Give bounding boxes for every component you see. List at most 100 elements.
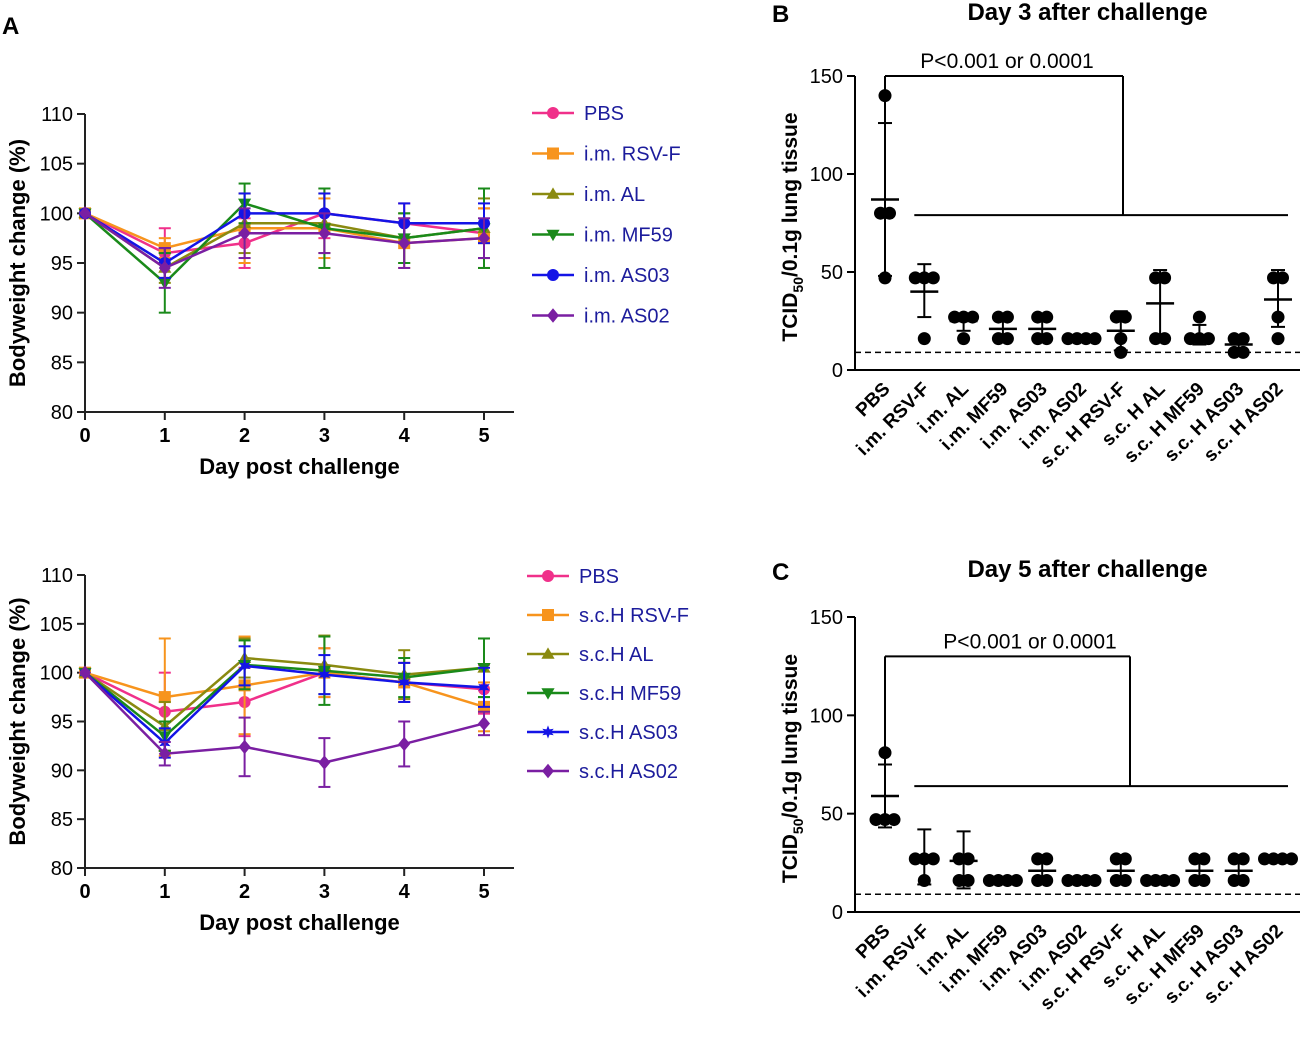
legend-label: s.c.H MF59 bbox=[579, 683, 681, 705]
significance-bracket: P<0.001 or 0.0001 bbox=[884, 50, 1288, 217]
group-1 bbox=[871, 89, 899, 285]
data-point bbox=[878, 271, 892, 285]
group-5 bbox=[1028, 852, 1057, 888]
data-point bbox=[478, 230, 490, 246]
data-point bbox=[1109, 874, 1123, 888]
group-7 bbox=[1106, 310, 1135, 359]
data-point bbox=[1188, 874, 1202, 888]
data-point bbox=[318, 226, 331, 241]
data-point bbox=[1118, 310, 1132, 324]
data-point bbox=[238, 659, 251, 673]
data-point bbox=[158, 746, 171, 761]
data-point bbox=[1114, 332, 1128, 346]
data-point bbox=[158, 691, 171, 704]
series-line bbox=[84, 212, 485, 270]
x-tick-label: 2 bbox=[239, 881, 250, 903]
data-point bbox=[1197, 874, 1211, 888]
y-tick-label: 100 bbox=[810, 705, 843, 727]
group-8 bbox=[1140, 874, 1181, 888]
y-axis-title-suffix: /0.1g lung tissue bbox=[779, 112, 802, 277]
legend-label: i.m. AL bbox=[584, 184, 645, 206]
data-point bbox=[1271, 332, 1285, 346]
group-6 bbox=[1061, 332, 1102, 346]
data-point bbox=[1031, 852, 1045, 866]
series-line bbox=[84, 671, 485, 709]
chart-bodyweight-sc: 80 85 90 95 100 105 110 0 1 2 3 4 5 Day post challeng… bbox=[5, 565, 689, 935]
group-4 bbox=[988, 310, 1017, 346]
y-tick-label: 85 bbox=[51, 352, 73, 374]
data-point bbox=[1227, 874, 1241, 888]
chart-tcid50-day5: Day 5 after challenge050100150TCID50/0.1… bbox=[779, 556, 1300, 1015]
data-point bbox=[869, 813, 883, 827]
series-pbs bbox=[79, 647, 490, 752]
series-s-c-h-al bbox=[78, 634, 491, 752]
legend-label: s.c.H AS03 bbox=[579, 722, 678, 744]
y-tick-label: 90 bbox=[51, 760, 73, 782]
data-point bbox=[1031, 874, 1045, 888]
x-tick-label: 4 bbox=[399, 881, 411, 903]
group-6 bbox=[1061, 874, 1102, 888]
data-point bbox=[1000, 310, 1014, 324]
data-point bbox=[1236, 874, 1250, 888]
legend-marker bbox=[542, 763, 554, 779]
y-axis-title-subscript: 50 bbox=[790, 818, 806, 834]
data-point bbox=[952, 852, 966, 866]
group-7 bbox=[1106, 852, 1135, 888]
data-point bbox=[79, 206, 91, 221]
data-point bbox=[917, 332, 931, 346]
series-line bbox=[84, 663, 485, 738]
legend-marker bbox=[542, 725, 554, 739]
data-point bbox=[79, 665, 91, 680]
data-point bbox=[961, 852, 975, 866]
legend-label: s.c.H RSV-F bbox=[579, 605, 689, 627]
y-tick-label: 105 bbox=[40, 614, 73, 636]
data-point bbox=[1227, 332, 1241, 346]
y-axis-title-prefix: TCID bbox=[779, 293, 802, 342]
legend-marker bbox=[542, 609, 554, 621]
x-tick-label: 0 bbox=[79, 881, 90, 903]
data-point bbox=[398, 736, 411, 752]
data-point bbox=[908, 852, 922, 866]
data-point bbox=[1149, 332, 1163, 346]
y-tick-label: 110 bbox=[41, 104, 73, 126]
group-4 bbox=[982, 874, 1023, 888]
legend-label: i.m. AS03 bbox=[584, 265, 670, 287]
group-5 bbox=[1028, 310, 1057, 346]
data-point bbox=[1040, 874, 1054, 888]
legend-label: PBS bbox=[584, 103, 624, 125]
legend-marker bbox=[541, 647, 555, 659]
data-point bbox=[878, 813, 892, 827]
legend-label: s.c.H AS02 bbox=[579, 761, 678, 783]
series-line bbox=[84, 201, 485, 285]
data-point bbox=[926, 271, 940, 285]
data-point bbox=[1040, 332, 1054, 346]
data-point bbox=[1040, 852, 1054, 866]
group-11 bbox=[1264, 269, 1292, 346]
data-point bbox=[318, 755, 331, 770]
series-line bbox=[84, 212, 484, 265]
y-tick-label: 85 bbox=[51, 809, 73, 831]
chart-bodyweight-im: 80 85 90 95 100 105 110 0 1 2 3 4 5 Day post challeng… bbox=[5, 103, 681, 479]
data-point bbox=[1267, 271, 1280, 285]
x-tick-label: 4 bbox=[399, 425, 411, 447]
panel-label-b: B bbox=[772, 1, 789, 28]
legend-marker bbox=[541, 688, 555, 700]
y-tick-label: 105 bbox=[40, 154, 73, 176]
series-line bbox=[84, 664, 485, 745]
y-tick-label: 150 bbox=[810, 607, 843, 629]
data-point bbox=[1236, 332, 1250, 346]
x-tick-label: 3 bbox=[319, 425, 330, 447]
data-point bbox=[1118, 852, 1132, 866]
legend-label: i.m. MF59 bbox=[584, 225, 673, 247]
y-tick-label: 0 bbox=[832, 360, 843, 382]
group-2 bbox=[908, 263, 940, 346]
data-point bbox=[887, 813, 901, 827]
y-tick-label: 90 bbox=[51, 303, 73, 325]
data-point bbox=[1040, 310, 1054, 324]
series-s-c-h-mf59 bbox=[78, 635, 491, 752]
group-2 bbox=[908, 828, 940, 888]
x-tick-label: 1 bbox=[159, 881, 170, 903]
data-point bbox=[318, 668, 331, 682]
data-point bbox=[1188, 852, 1202, 866]
significance-bracket: P<0.001 or 0.0001 bbox=[884, 630, 1288, 788]
